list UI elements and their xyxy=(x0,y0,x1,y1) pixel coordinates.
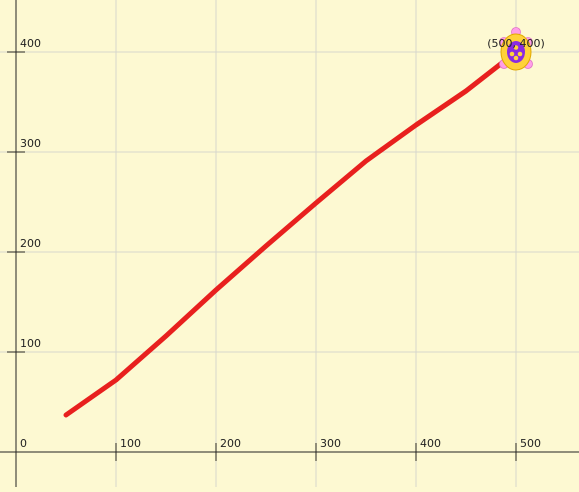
x-tick-label-400: 400 xyxy=(420,437,441,450)
x-tick-label-200: 200 xyxy=(220,437,241,450)
turtle-shell-pattern xyxy=(507,41,525,63)
tick-marks: 100 200 300 400 500 100 200 300 400 xyxy=(7,37,541,461)
turtle-shell-spot-3 xyxy=(513,55,519,61)
turtle-shell-spot-0 xyxy=(513,45,519,50)
series-line-0 xyxy=(63,49,519,418)
turtle-shell-spot-2 xyxy=(517,51,523,57)
data-series xyxy=(63,49,519,418)
origin-label: 0 xyxy=(20,437,27,450)
x-tick-label-300: 300 xyxy=(320,437,341,450)
x-tick-label-100: 100 xyxy=(120,437,141,450)
turtle-position-label: (500, 400) xyxy=(487,37,545,50)
y-tick-label-200: 200 xyxy=(20,237,41,250)
y-tick-label-400: 400 xyxy=(20,37,41,50)
y-tick-label-100: 100 xyxy=(20,337,41,350)
turtle-icon xyxy=(499,27,533,71)
turtle-shell-spot-1 xyxy=(509,51,515,57)
x-tick-label-500: 500 xyxy=(520,437,541,450)
y-tick-label-300: 300 xyxy=(20,137,41,150)
